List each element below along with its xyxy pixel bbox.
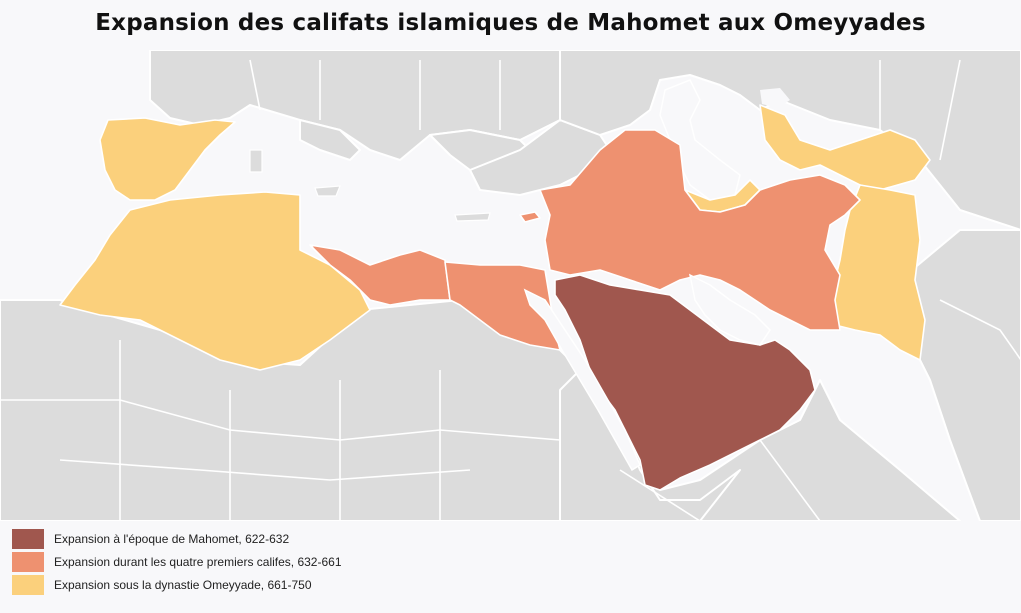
legend-item-mahomet: Expansion à l'époque de Mahomet, 622-632 [12, 528, 342, 549]
border-line [59, 459, 471, 481]
border-line [939, 299, 1021, 361]
region-maghreb [59, 191, 371, 371]
map-area [0, 50, 1021, 521]
land-balkans [299, 119, 361, 161]
border-line [619, 469, 701, 521]
region-levant-persia [539, 129, 861, 331]
island-sicily [314, 185, 341, 197]
land-europe [149, 50, 561, 161]
persian-gulf [688, 273, 771, 346]
legend-label: Expansion à l'époque de Mahomet, 622-632 [54, 531, 290, 546]
island-crete [454, 212, 491, 222]
border-line [759, 439, 821, 521]
legend: Expansion à l'époque de Mahomet, 622-632… [12, 528, 342, 597]
land [0, 50, 1021, 521]
region-sindh [829, 184, 926, 361]
legend-label: Expansion sous la dynastie Omeyyade, 661… [54, 577, 312, 592]
border-line [249, 59, 261, 111]
border-line [939, 59, 961, 161]
region-cyprus [519, 211, 541, 223]
legend-item-quatre-califes: Expansion durant les quatre premiers cal… [12, 551, 342, 572]
land-russia [559, 50, 1021, 231]
legend-item-omeyyades: Expansion sous la dynastie Omeyyade, 661… [12, 574, 342, 595]
map-svg [0, 50, 1021, 521]
legend-label: Expansion durant les quatre premiers cal… [54, 554, 342, 569]
legend-swatch-mahomet [12, 528, 44, 549]
region-iberia [99, 117, 236, 201]
legend-swatch-omeyyades [12, 574, 44, 595]
region-egypt [444, 261, 561, 351]
map-title: Expansion des califats islamiques de Mah… [95, 10, 926, 36]
legend-swatch-quatre-califes [12, 551, 44, 572]
region-omeyyades [59, 104, 931, 371]
border-line [0, 399, 561, 441]
island-sardinia [249, 149, 263, 173]
red-sea [523, 288, 641, 472]
region-quatre-califes [309, 129, 861, 351]
aral-sea [760, 88, 790, 108]
region-transoxiana [759, 104, 931, 191]
islands [249, 149, 491, 222]
